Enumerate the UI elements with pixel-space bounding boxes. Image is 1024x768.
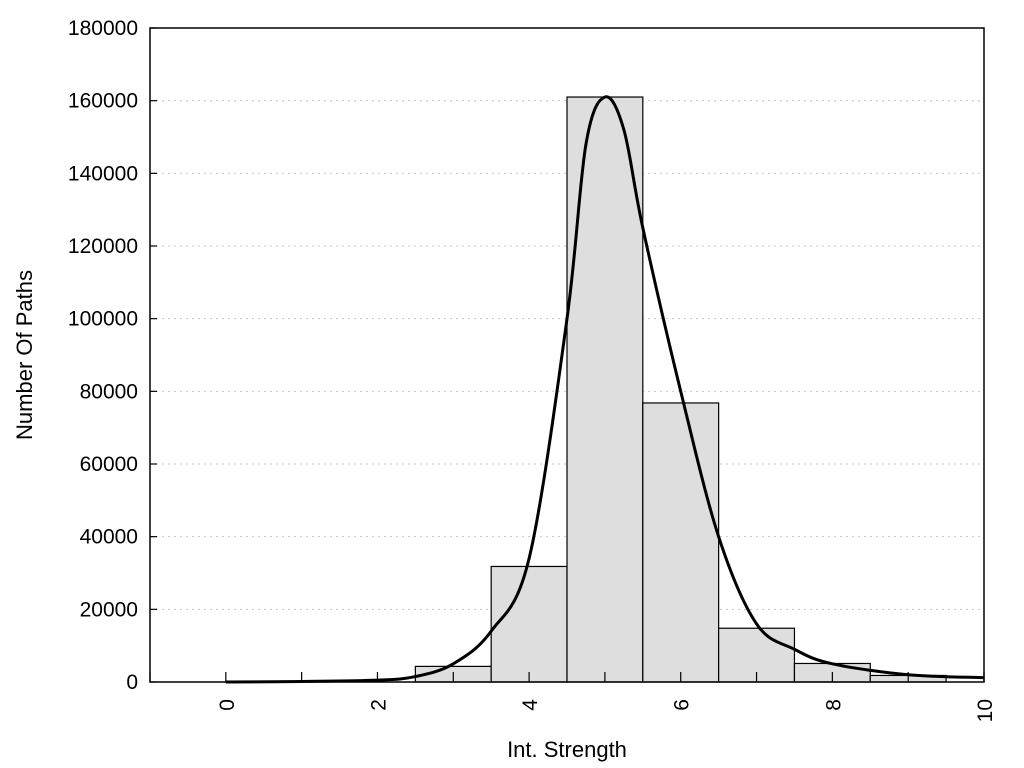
grid-layer	[150, 100, 984, 610]
histogram-bar	[490, 565, 568, 683]
y-tick-label: 60000	[80, 453, 138, 476]
tick-labels-layer: 0 20000 40000 60000 80000 100000 120000 140000 1…	[68, 17, 997, 722]
x-axis-title: Int. Strength	[507, 737, 627, 762]
y-tick-label: 120000	[68, 235, 138, 258]
y-tick-label: 40000	[80, 526, 138, 549]
histogram-bar	[566, 96, 644, 683]
y-tick-label: 140000	[68, 162, 138, 185]
x-tick-label: 6	[671, 699, 694, 711]
ticks-layer	[149, 27, 985, 683]
y-axis-title: Number Of Paths	[12, 270, 37, 440]
y-tick-label: 160000	[68, 90, 138, 113]
y-tick-label: 180000	[68, 17, 138, 40]
curve-layer	[225, 95, 985, 684]
x-tick-label: 10	[974, 699, 997, 722]
y-tick-label: 80000	[80, 380, 138, 403]
x-tick-label: 8	[822, 699, 845, 711]
fit-curve-line	[225, 95, 985, 684]
y-tick-label: 0	[126, 671, 138, 694]
x-tick-label: 2	[367, 699, 390, 711]
histogram-bar	[642, 402, 720, 683]
x-tick-label: 0	[216, 699, 239, 711]
y-tick-label: 100000	[68, 308, 138, 331]
x-tick-label: 4	[519, 699, 542, 711]
plot-frame	[149, 27, 985, 683]
y-tick-label: 20000	[80, 598, 138, 621]
